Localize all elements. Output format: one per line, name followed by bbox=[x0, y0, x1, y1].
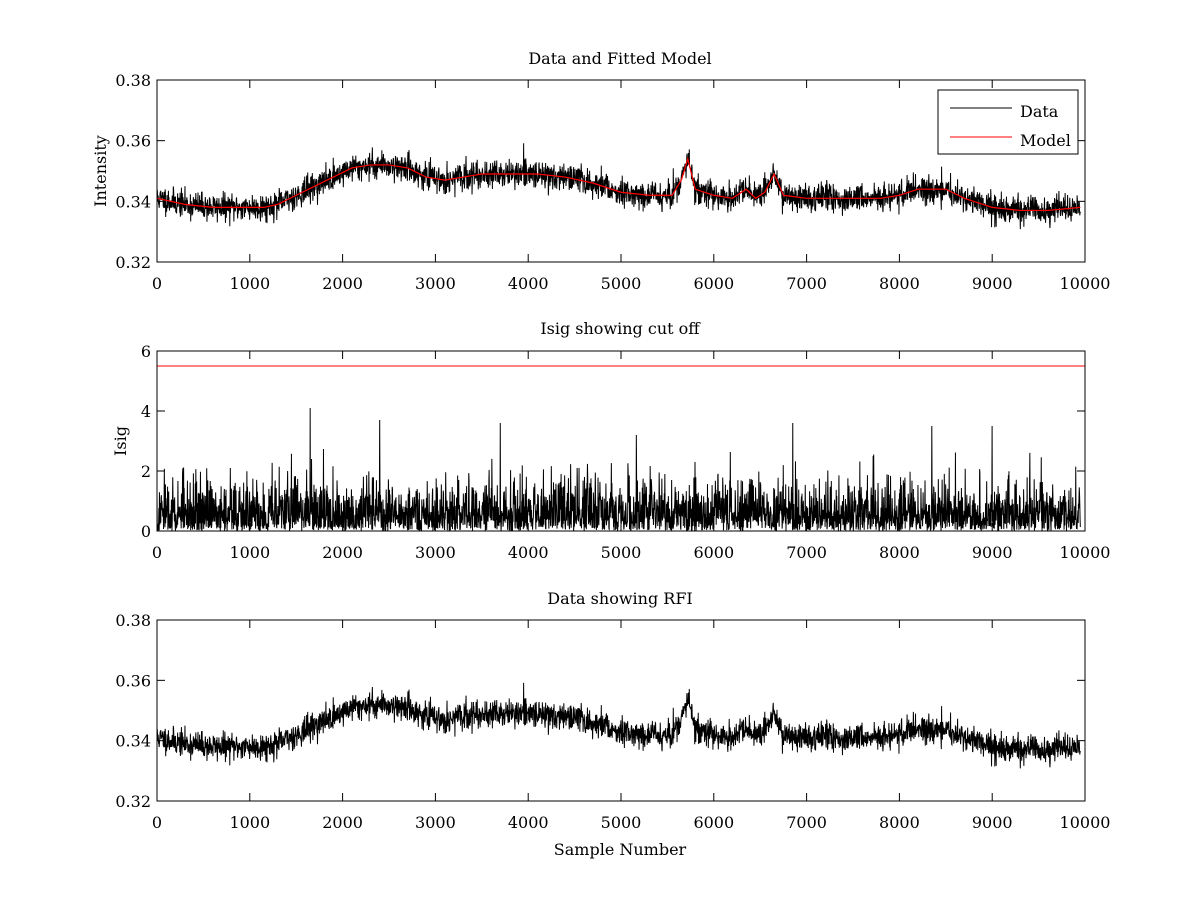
series-line-model bbox=[156, 156, 1081, 212]
x-tick-label: 10000 bbox=[1060, 813, 1111, 832]
y-axis-label: Intensity bbox=[91, 135, 110, 207]
x-tick-label: 3000 bbox=[415, 543, 456, 562]
x-tick-label: 3000 bbox=[415, 274, 456, 293]
y-tick-label: 0 bbox=[141, 522, 151, 541]
plot-area: 0 1000 2000 3000 4000 5000 6000 7000 8000 9000 100… bbox=[141, 342, 1111, 562]
x-tick-label: 0 bbox=[152, 543, 162, 562]
panel-isig: Isig showing cut off Isig 0 1000 2000 3000 4… bbox=[111, 319, 1110, 562]
x-tick-label: 6000 bbox=[693, 543, 734, 562]
x-tick-label: 10000 bbox=[1060, 543, 1111, 562]
x-tick-label: 3000 bbox=[415, 813, 456, 832]
x-tick-label: 10000 bbox=[1060, 274, 1111, 293]
panel-title: Isig showing cut off bbox=[540, 319, 701, 338]
x-tick-label: 7000 bbox=[786, 813, 827, 832]
y-axis-label: Isig bbox=[111, 426, 130, 456]
legend-label-data: Data bbox=[1020, 102, 1059, 121]
y-tick-label: 0.32 bbox=[115, 253, 151, 272]
x-tick-label: 2000 bbox=[322, 274, 363, 293]
x-tick-label: 9000 bbox=[972, 274, 1013, 293]
x-tick-label: 1000 bbox=[229, 274, 270, 293]
series-line-series-0 bbox=[156, 682, 1081, 769]
x-tick-label: 4000 bbox=[508, 543, 549, 562]
x-tick-label: 9000 bbox=[972, 813, 1013, 832]
panel-title: Data and Fitted Model bbox=[528, 49, 711, 68]
x-tick-label: 5000 bbox=[601, 813, 642, 832]
x-tick-label: 0 bbox=[152, 274, 162, 293]
y-tick-label: 0.36 bbox=[115, 132, 151, 151]
y-tick-label: 0.36 bbox=[115, 671, 151, 690]
legend: Data Model bbox=[937, 89, 1079, 155]
legend-label-model: Model bbox=[1020, 131, 1071, 150]
x-tick-label: 6000 bbox=[693, 274, 734, 293]
x-tick-label: 2000 bbox=[322, 543, 363, 562]
x-tick-label: 2000 bbox=[322, 813, 363, 832]
x-tick-label: 6000 bbox=[693, 813, 734, 832]
y-tick-label: 0.34 bbox=[115, 192, 151, 211]
x-tick-label: 9000 bbox=[972, 543, 1013, 562]
panel-data-rfi: Data showing RFI Sample Number 0 1000 2000… bbox=[115, 589, 1110, 859]
plot-area: 0 1000 2000 3000 4000 5000 6000 7000 8000 9000 100… bbox=[115, 611, 1110, 832]
x-tick-label: 8000 bbox=[879, 274, 920, 293]
x-tick-label: 4000 bbox=[508, 274, 549, 293]
panel-data-and-model: Data and Fitted Model Intensity 0 1000 200… bbox=[91, 49, 1110, 293]
x-tick-label: 8000 bbox=[879, 543, 920, 562]
y-tick-label: 6 bbox=[141, 342, 151, 361]
plot-area: 0 1000 2000 3000 4000 5000 6000 7000 8000 9000 100… bbox=[115, 71, 1110, 293]
panel-title: Data showing RFI bbox=[547, 589, 692, 608]
y-tick-label: 0.38 bbox=[115, 611, 151, 630]
x-axis-label: Sample Number bbox=[554, 840, 687, 859]
y-tick-label: 0.34 bbox=[115, 732, 151, 751]
x-tick-label: 0 bbox=[152, 813, 162, 832]
x-tick-label: 5000 bbox=[601, 543, 642, 562]
x-tick-label: 7000 bbox=[786, 543, 827, 562]
y-tick-label: 2 bbox=[141, 462, 151, 481]
x-tick-label: 1000 bbox=[229, 813, 270, 832]
y-tick-label: 0.38 bbox=[115, 71, 151, 90]
x-tick-label: 1000 bbox=[229, 543, 270, 562]
series-line-series-0 bbox=[156, 407, 1081, 532]
y-tick-label: 4 bbox=[141, 402, 151, 421]
x-tick-label: 4000 bbox=[508, 813, 549, 832]
x-tick-label: 8000 bbox=[879, 813, 920, 832]
y-tick-label: 0.32 bbox=[115, 792, 151, 811]
legend-box bbox=[937, 89, 1079, 155]
x-tick-label: 7000 bbox=[786, 274, 827, 293]
x-tick-label: 5000 bbox=[601, 274, 642, 293]
